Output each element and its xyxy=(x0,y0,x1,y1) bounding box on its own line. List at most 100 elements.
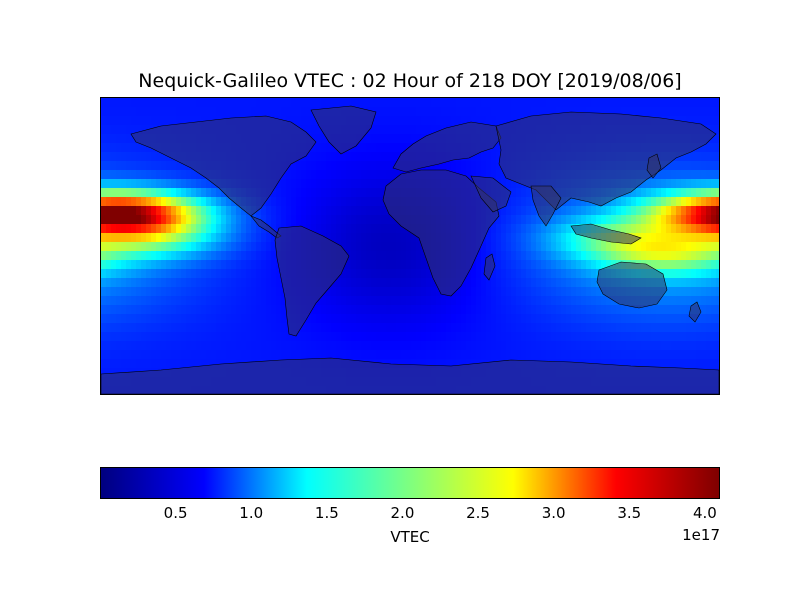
vtec-cell xyxy=(351,161,357,171)
vtec-cell xyxy=(636,242,642,252)
vtec-cell xyxy=(291,215,297,225)
vtec-cell xyxy=(596,350,602,360)
vtec-cell xyxy=(361,233,367,243)
vtec-cell xyxy=(251,260,257,270)
vtec-cell xyxy=(661,296,667,306)
vtec-cell xyxy=(111,305,117,315)
vtec-cell xyxy=(666,296,672,306)
vtec-cell xyxy=(141,350,147,360)
vtec-cell xyxy=(511,332,517,342)
vtec-cell xyxy=(716,170,719,180)
vtec-cell xyxy=(211,269,217,279)
vtec-cell xyxy=(201,251,207,261)
vtec-cell xyxy=(121,314,127,324)
vtec-cell xyxy=(521,305,527,315)
vtec-cell xyxy=(346,314,352,324)
vtec-cell xyxy=(356,260,362,270)
vtec-cell xyxy=(401,242,407,252)
vtec-cell xyxy=(236,107,242,117)
vtec-cell xyxy=(296,350,302,360)
vtec-cell xyxy=(281,296,287,306)
vtec-cell xyxy=(136,152,142,162)
vtec-cell xyxy=(406,125,412,135)
vtec-cell xyxy=(586,305,592,315)
vtec-cell xyxy=(531,314,537,324)
arabia-landmass xyxy=(470,175,512,213)
vtec-cell xyxy=(241,341,247,351)
vtec-cell xyxy=(106,332,112,342)
vtec-cell xyxy=(416,323,422,333)
vtec-cell xyxy=(566,107,572,117)
vtec-cell xyxy=(531,224,537,234)
vtec-cell xyxy=(531,269,537,279)
vtec-cell xyxy=(116,296,122,306)
vtec-cell xyxy=(616,107,622,117)
vtec-cell xyxy=(276,287,282,297)
vtec-cell xyxy=(436,98,442,108)
vtec-cell xyxy=(226,269,232,279)
vtec-cell xyxy=(311,98,317,108)
vtec-cell xyxy=(466,323,472,333)
vtec-cell xyxy=(616,305,622,315)
vtec-cell xyxy=(616,215,622,225)
vtec-cell xyxy=(651,260,657,270)
vtec-cell xyxy=(341,332,347,342)
vtec-cell xyxy=(256,332,262,342)
vtec-cell xyxy=(551,224,557,234)
vtec-cell xyxy=(101,341,107,351)
vtec-cell xyxy=(716,359,719,369)
vtec-cell xyxy=(371,341,377,351)
vtec-cell xyxy=(706,287,712,297)
antarctica-landmass xyxy=(101,357,719,394)
vtec-cell xyxy=(316,314,322,324)
vtec-cell xyxy=(321,197,327,207)
vtec-cell xyxy=(646,197,652,207)
vtec-cell xyxy=(206,206,212,216)
vtec-cell xyxy=(696,179,702,189)
vtec-cell xyxy=(366,314,372,324)
vtec-cell xyxy=(141,260,147,270)
vtec-cell xyxy=(176,287,182,297)
vtec-cell xyxy=(186,260,192,270)
vtec-cell xyxy=(106,125,112,135)
vtec-cell xyxy=(516,278,522,288)
vtec-cell xyxy=(696,116,702,126)
vtec-cell xyxy=(501,206,507,216)
vtec-cell xyxy=(141,161,147,171)
vtec-cell xyxy=(551,278,557,288)
vtec-cell xyxy=(376,179,382,189)
vtec-cell xyxy=(321,170,327,180)
vtec-cell xyxy=(701,206,707,216)
vtec-cell xyxy=(426,341,432,351)
vtec-cell xyxy=(111,233,117,243)
vtec-cell xyxy=(571,305,577,315)
vtec-cell xyxy=(646,314,652,324)
vtec-cell xyxy=(571,215,577,225)
vtec-cell xyxy=(461,287,467,297)
vtec-cell xyxy=(656,332,662,342)
vtec-cell xyxy=(126,98,132,108)
vtec-cell xyxy=(476,116,482,126)
vtec-cell xyxy=(376,314,382,324)
vtec-cell xyxy=(256,269,262,279)
vtec-cell xyxy=(491,152,497,162)
vtec-cell xyxy=(661,215,667,225)
vtec-cell xyxy=(426,98,432,108)
vtec-cell xyxy=(601,260,607,270)
vtec-cell xyxy=(641,233,647,243)
vtec-cell xyxy=(216,332,222,342)
vtec-cell xyxy=(676,260,682,270)
vtec-cell xyxy=(156,350,162,360)
vtec-cell xyxy=(161,188,167,198)
vtec-cell xyxy=(296,161,302,171)
vtec-cell xyxy=(151,233,157,243)
vtec-cell xyxy=(391,134,397,144)
vtec-cell xyxy=(121,197,127,207)
vtec-cell xyxy=(201,215,207,225)
vtec-cell xyxy=(461,116,467,126)
vtec-cell xyxy=(651,107,657,117)
vtec-cell xyxy=(486,152,492,162)
vtec-cell xyxy=(216,287,222,297)
vtec-cell xyxy=(336,206,342,216)
vtec-cell xyxy=(151,197,157,207)
